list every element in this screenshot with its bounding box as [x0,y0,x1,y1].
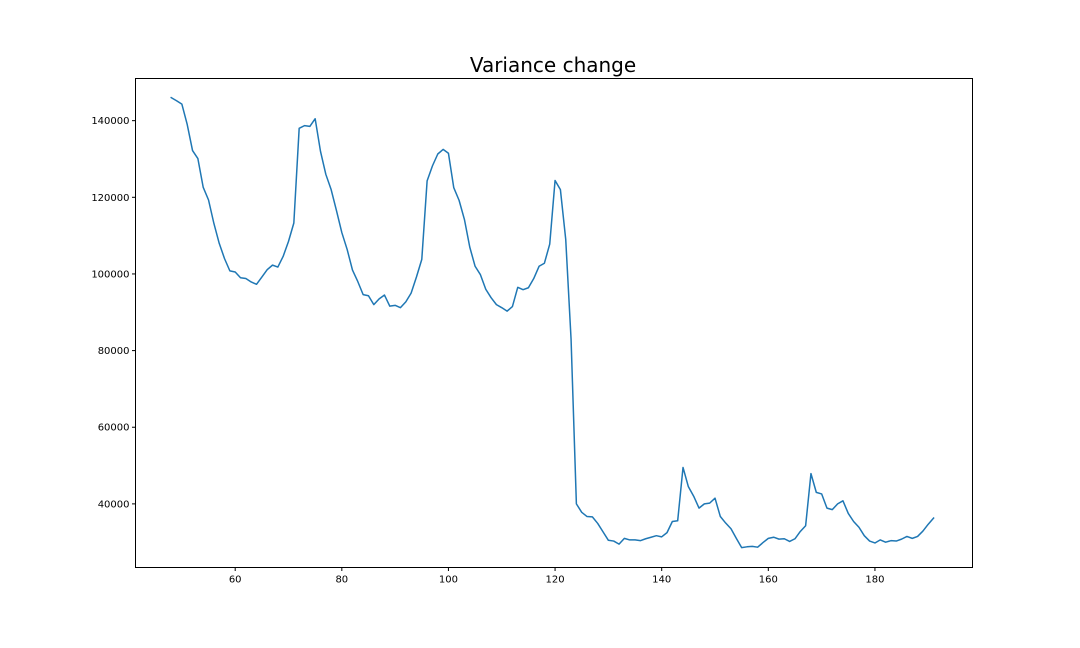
y-tick-label: 40000 [98,499,130,510]
x-tick-label: 160 [759,575,778,586]
axis-ticks: 60 80 100 120 140 160 180 40000 60000 80000 100000… [91,116,884,585]
x-tick-label: 100 [439,575,458,586]
x-tick-label: 180 [865,575,884,586]
y-tick-label: 100000 [91,269,129,280]
x-tick-label: 120 [546,575,565,586]
series-line [170,96,935,549]
series-layer [170,96,935,549]
x-tick-label: 60 [229,575,242,586]
y-tick-label: 60000 [98,423,130,434]
chart-title: Variance change [470,53,636,77]
y-tick-label: 120000 [91,193,129,204]
plot-frame [135,78,973,568]
x-tick-label: 80 [335,575,348,586]
y-tick-label: 140000 [91,116,129,127]
x-tick-label: 140 [652,575,671,586]
y-tick-label: 80000 [98,346,130,357]
